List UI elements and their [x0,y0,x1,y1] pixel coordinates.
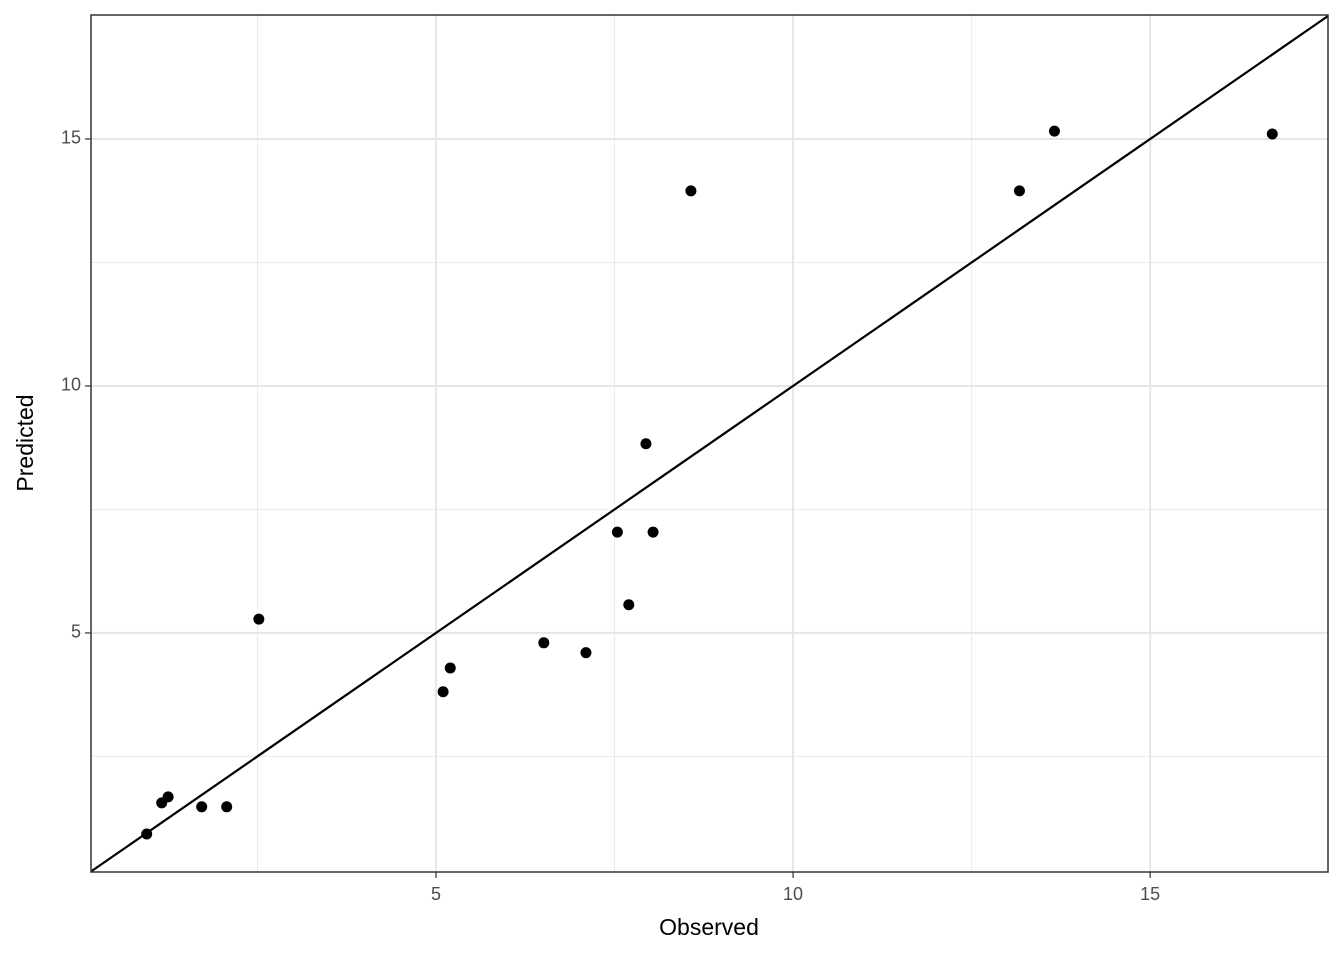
point [141,828,153,840]
x-tick-label: 15 [1140,884,1160,904]
point [538,637,550,649]
point [611,526,623,538]
point [580,647,592,659]
point [444,662,456,674]
x-tick-label: 5 [431,884,441,904]
panel-border [90,14,1329,873]
y-tick-label: 10 [61,375,81,395]
point [221,801,233,813]
point [1048,125,1060,137]
point [1013,185,1025,197]
point [1266,128,1278,140]
x-axis-title: Observed [659,914,759,940]
point [162,791,174,803]
point [647,526,659,538]
point [623,599,635,611]
point [437,686,449,698]
identity-line [90,15,1329,873]
y-tick-label: 5 [71,622,81,642]
y-axis-title: Predicted [12,394,38,491]
point [253,613,265,625]
point [196,801,208,813]
x-tick-label: 10 [783,884,803,904]
point [640,438,652,450]
y-tick-label: 15 [61,128,81,148]
point [685,185,697,197]
